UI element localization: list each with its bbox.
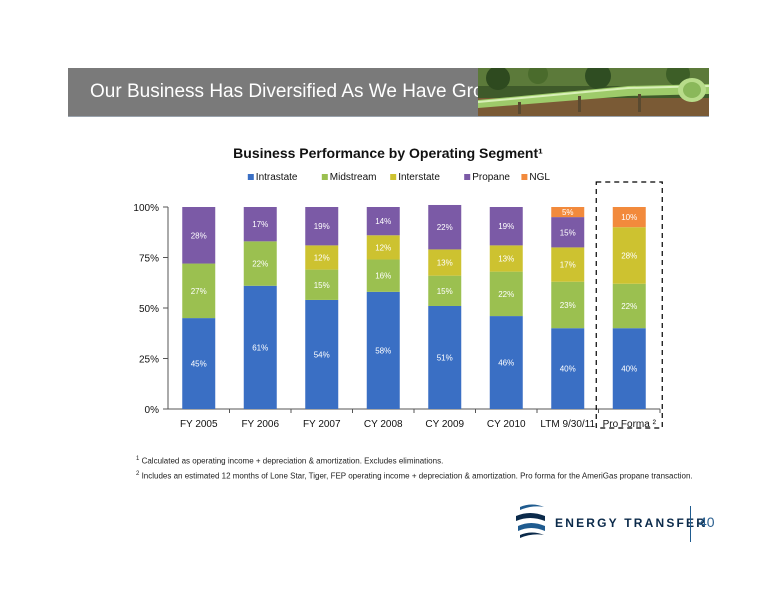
x-tick-label: FY 2006	[241, 419, 279, 430]
data-label: 16%	[375, 272, 391, 281]
bar-segment-intrastate	[366, 291, 400, 409]
legend-swatch-interstate	[390, 174, 397, 180]
legend-label-ngl: NGL	[529, 172, 550, 183]
bar-segment-interstate	[366, 235, 400, 260]
bar-segment-intrastate	[243, 285, 277, 409]
bar-segment-propane	[305, 207, 339, 246]
bar-segment-propane	[182, 207, 216, 264]
data-label: 28%	[621, 251, 637, 260]
data-label: 19%	[314, 222, 330, 231]
legend-swatch-intrastate	[247, 174, 254, 180]
data-label: 12%	[314, 254, 330, 263]
data-label: 22%	[621, 302, 637, 311]
legend-label-interstate: Interstate	[398, 172, 440, 183]
bar-segment-intrastate	[182, 318, 216, 409]
data-label: 22%	[498, 290, 514, 299]
pipeline-photo	[478, 68, 709, 116]
bar-segment-propane	[366, 207, 400, 236]
bar-segment-propane	[489, 207, 523, 246]
data-label: 15%	[560, 228, 576, 237]
chart-title: Business Performance by Operating Segmen…	[233, 145, 543, 161]
energy-transfer-logo-icon	[514, 502, 548, 547]
data-label: 51%	[437, 353, 453, 362]
bar-segment-interstate	[428, 249, 462, 276]
data-label: 17%	[252, 220, 268, 229]
bar-segment-midstream	[366, 259, 400, 292]
legend-swatch-midstream	[321, 174, 328, 180]
data-label: 40%	[560, 365, 576, 374]
legend-swatch-propane	[464, 174, 471, 180]
legend-label-intrastate: Intrastate	[256, 172, 298, 183]
bar-segment-ngl	[612, 207, 646, 228]
data-label: 28%	[191, 231, 207, 240]
legend-label-midstream: Midstream	[330, 172, 377, 183]
x-tick-label: CY 2009	[425, 419, 464, 430]
pro-forma-highlight-box	[595, 181, 663, 429]
header-rule	[68, 116, 709, 117]
bar-segment-midstream	[428, 275, 462, 306]
legend-swatch-ngl	[521, 174, 528, 180]
x-tick-label: CY 2008	[364, 419, 403, 430]
bar-segment-intrastate	[428, 305, 462, 409]
bar-segment-midstream	[489, 271, 523, 317]
bar-segment-intrastate	[489, 316, 523, 409]
y-tick-label: 25%	[139, 355, 159, 366]
data-label: 22%	[252, 260, 268, 269]
data-label: 58%	[375, 346, 391, 355]
data-label: 19%	[498, 222, 514, 231]
bar-segment-intrastate	[612, 328, 646, 409]
footnote-2: 2 Includes an estimated 12 months of Lon…	[136, 470, 693, 481]
bar-segment-ngl	[551, 207, 585, 218]
bar-segment-propane	[428, 204, 462, 250]
header-band	[68, 68, 478, 116]
x-tick-label: FY 2005	[180, 419, 218, 430]
data-label: 13%	[498, 255, 514, 264]
y-tick-label: 50%	[139, 304, 159, 315]
bar-segment-midstream	[243, 241, 277, 286]
brand-name: ENERGY TRANSFER	[555, 516, 708, 530]
data-label: 10%	[621, 213, 637, 222]
y-tick-label: 75%	[139, 254, 159, 265]
data-label: 12%	[375, 243, 391, 252]
data-label: 22%	[437, 223, 453, 232]
slide-title: Our Business Has Diversified As We Have …	[90, 81, 508, 102]
page-number: 40	[699, 514, 715, 530]
data-label: 17%	[560, 261, 576, 270]
data-label: 61%	[252, 343, 268, 352]
data-label: 45%	[191, 360, 207, 369]
bar-segment-midstream	[182, 263, 216, 319]
bar-segment-interstate	[551, 247, 585, 282]
x-tick-label: LTM 9/30/11	[540, 419, 595, 430]
bar-segment-interstate	[489, 245, 523, 272]
bar-segment-propane	[243, 207, 277, 242]
x-tick-label: CY 2010	[487, 419, 526, 430]
legend-label-propane: Propane	[472, 172, 510, 183]
bar-segment-propane	[551, 217, 585, 248]
data-label: 15%	[314, 281, 330, 290]
bar-segment-midstream	[305, 269, 339, 300]
y-tick-label: 0%	[145, 405, 160, 416]
x-tick-label: Pro Forma ²	[603, 419, 657, 430]
data-label: 23%	[560, 301, 576, 310]
bar-segment-interstate	[612, 227, 646, 284]
data-label: 14%	[375, 217, 391, 226]
data-label: 54%	[314, 350, 330, 359]
data-label: 40%	[621, 365, 637, 374]
footnotes: 1 Calculated as operating income + depre…	[136, 453, 693, 482]
footer-divider	[690, 506, 691, 542]
bar-segment-midstream	[612, 283, 646, 329]
bar-segment-intrastate	[551, 328, 585, 409]
x-tick-label: FY 2007	[303, 419, 341, 430]
bar-segment-interstate	[305, 245, 339, 270]
footnote-1: 1 Calculated as operating income + depre…	[136, 456, 444, 466]
bar-segment-midstream	[551, 281, 585, 329]
bar-segment-intrastate	[305, 299, 339, 409]
y-tick-label: 100%	[133, 203, 159, 214]
data-label: 27%	[191, 287, 207, 296]
data-label: 5%	[562, 208, 574, 217]
data-label: 13%	[437, 259, 453, 268]
data-label: 46%	[498, 359, 514, 368]
data-label: 15%	[437, 287, 453, 296]
